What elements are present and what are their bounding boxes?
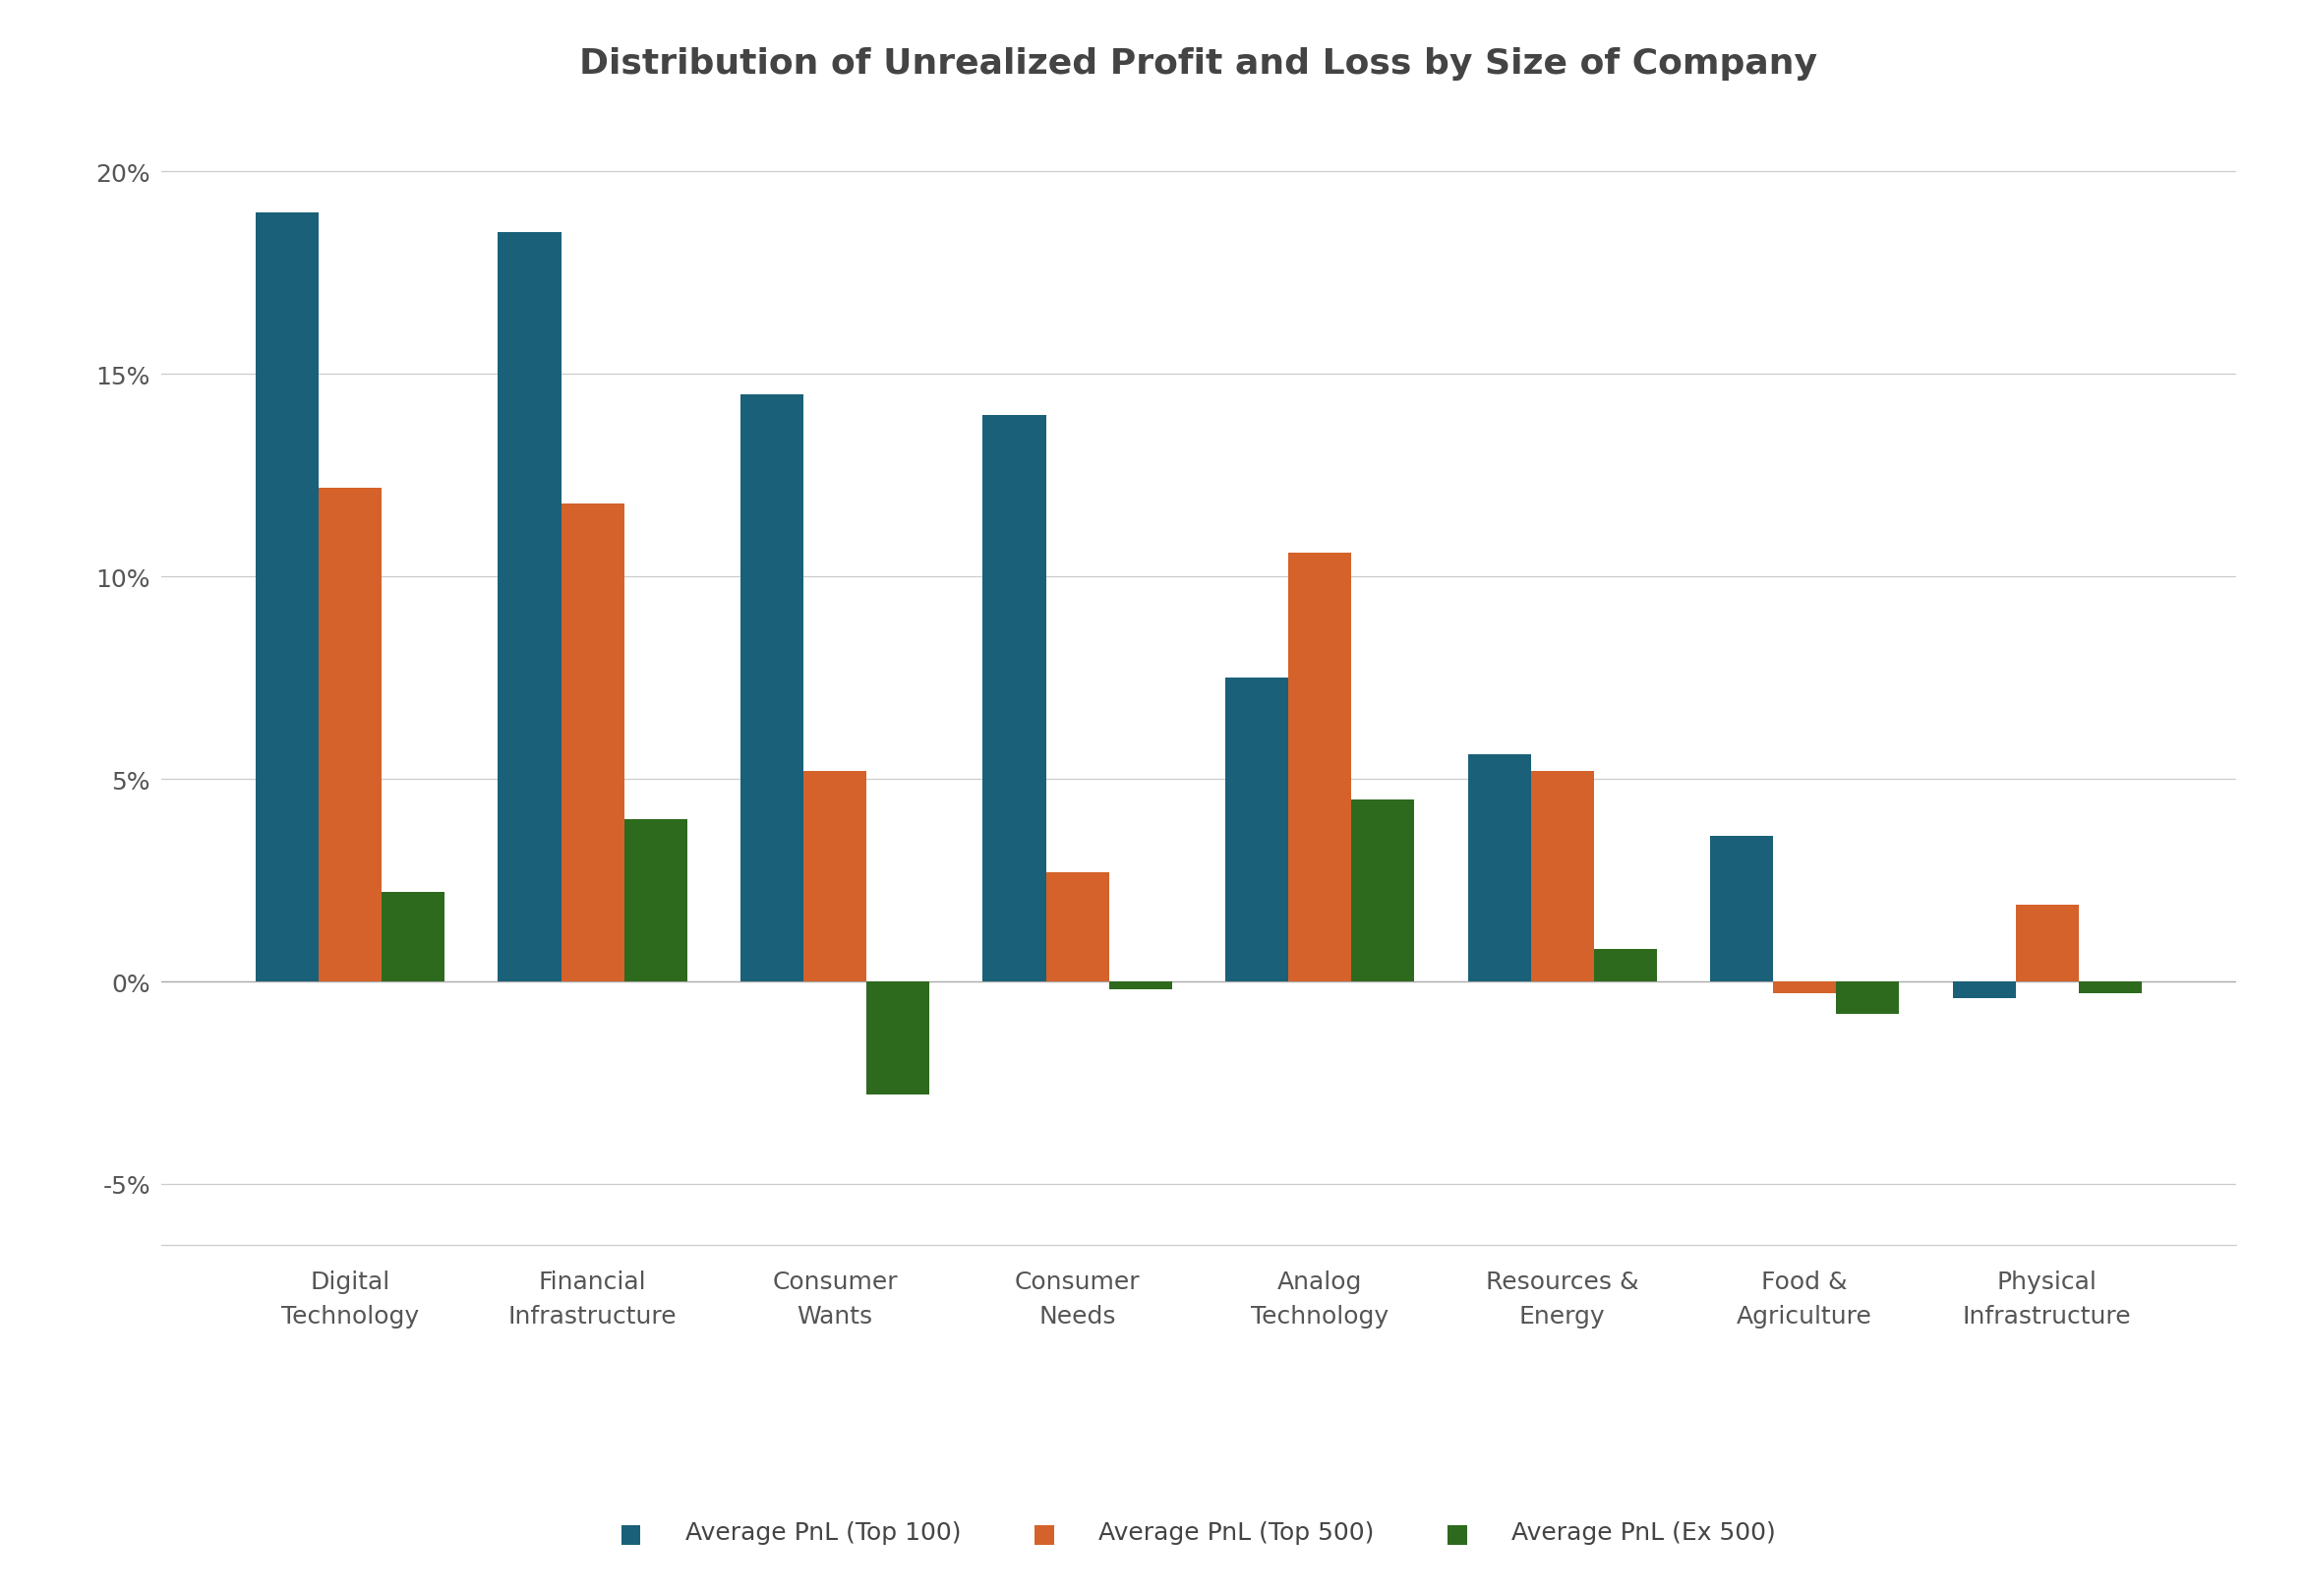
Title: Distribution of Unrealized Profit and Loss by Size of Company: Distribution of Unrealized Profit and Lo… [579,46,1819,80]
Bar [1773,982,1837,994]
Bar [1109,982,1171,990]
Bar [740,394,804,982]
Bar [256,212,318,982]
Bar [625,820,687,982]
Legend: Average PnL (Top 100), Average PnL (Top 500), Average PnL (Ex 500): Average PnL (Top 100), Average PnL (Top … [611,1507,1786,1555]
Bar [804,771,867,982]
Bar [1531,771,1593,982]
Bar [2079,982,2141,994]
Bar [1288,552,1351,982]
Bar [1226,678,1288,982]
Bar [1468,755,1531,982]
Bar [498,233,560,982]
Bar [318,488,383,982]
Bar [1593,950,1657,982]
Bar [1952,982,2015,998]
Bar [1710,836,1773,982]
Bar [1351,800,1415,982]
Bar [867,982,929,1095]
Bar [2015,905,2079,982]
Bar [560,504,625,982]
Bar [1046,873,1109,982]
Bar [1837,982,1899,1013]
Bar [982,415,1046,982]
Bar [383,892,445,982]
